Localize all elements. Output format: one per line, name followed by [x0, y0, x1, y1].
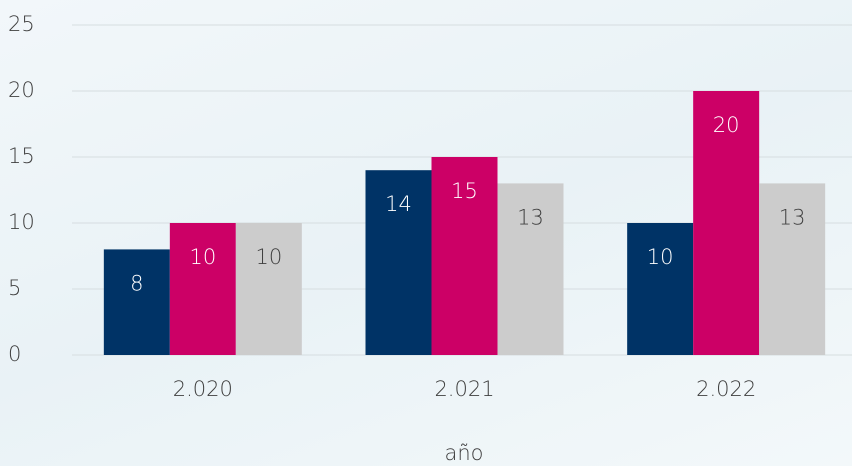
data-label: 10 — [647, 245, 674, 269]
data-label: 13 — [517, 205, 544, 229]
y-tick-label: 10 — [8, 210, 35, 234]
bar — [103, 249, 170, 355]
data-label: 8 — [130, 271, 143, 295]
y-tick-label: 5 — [8, 276, 21, 300]
x-tick-label: 2.022 — [696, 377, 756, 401]
x-tick-label: 2.020 — [173, 377, 233, 401]
bar — [235, 223, 302, 355]
y-tick-label: 0 — [8, 342, 21, 366]
data-label: 14 — [385, 192, 412, 216]
y-tick-label: 25 — [8, 12, 35, 36]
bar — [693, 91, 760, 355]
bar — [365, 170, 432, 355]
data-label: 20 — [713, 113, 740, 137]
data-label: 10 — [189, 245, 216, 269]
bar — [759, 183, 826, 355]
bar — [169, 223, 236, 355]
bar — [497, 183, 564, 355]
data-label: 10 — [255, 245, 282, 269]
x-axis-label: año — [444, 441, 483, 465]
bar — [627, 223, 694, 355]
data-label: 13 — [779, 205, 806, 229]
x-tick-label: 2.021 — [434, 377, 494, 401]
data-label: 15 — [451, 179, 478, 203]
y-tick-label: 20 — [8, 78, 35, 102]
y-tick-label: 15 — [8, 144, 35, 168]
bar — [431, 157, 498, 355]
